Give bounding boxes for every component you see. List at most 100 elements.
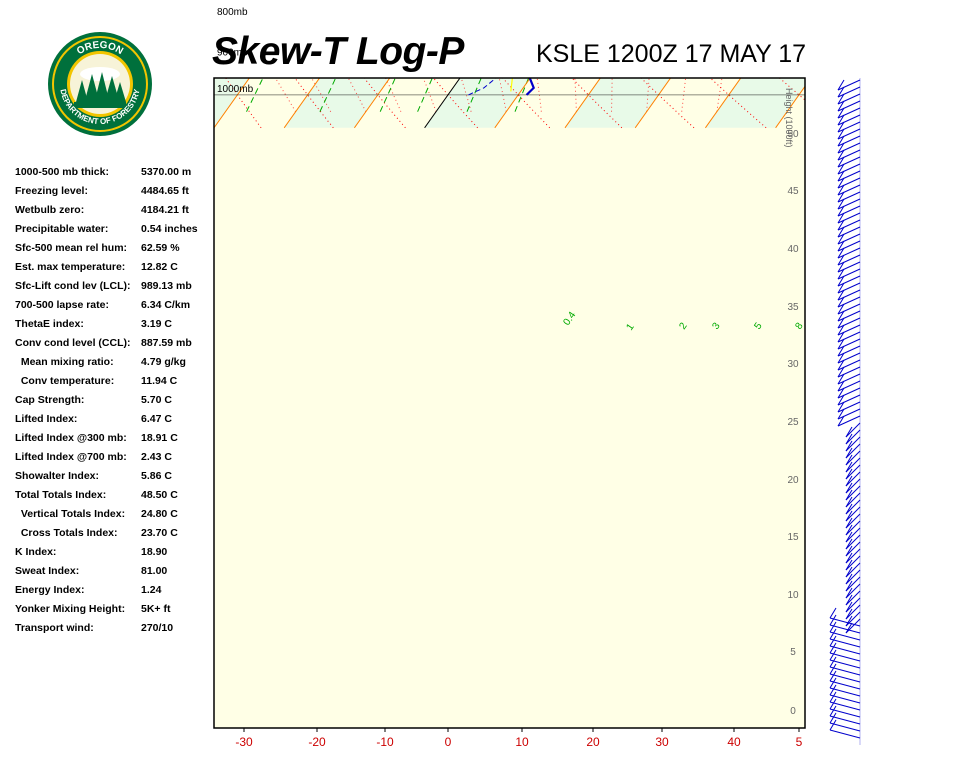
- x-tick-label: 0: [445, 735, 452, 749]
- isotherm-band: [565, 78, 671, 128]
- wind-barb-feather: [845, 601, 853, 613]
- wind-barb-staff: [829, 617, 861, 627]
- wind-barb-staff: [837, 79, 861, 91]
- index-value: 4484.65 ft: [141, 185, 189, 197]
- dry-adiabat: [867, 0, 960, 128]
- wind-barb-feather: [837, 275, 845, 287]
- wind-barb-feather: [829, 628, 837, 640]
- index-row: Energy Index: 1.24: [15, 584, 215, 603]
- wind-barb-feather: [837, 261, 845, 273]
- wind-barb-feather: [837, 247, 845, 259]
- wind-barb-feather: [837, 366, 845, 378]
- wind-barb-feather: [845, 524, 853, 536]
- wind-barb-feather: [837, 289, 845, 301]
- index-row: Lifted Index @300 mb: 18.91 C: [15, 432, 215, 451]
- index-value: 4.79 g/kg: [141, 356, 186, 368]
- wind-barb-feather: [837, 233, 845, 245]
- wind-barb-staff: [845, 520, 861, 536]
- wind-barb-feather: [837, 121, 845, 133]
- index-row: Yonker Mixing Height: 5K+ ft: [15, 603, 215, 622]
- height-tick-label: 15: [787, 532, 799, 543]
- height-tick-label: 10: [787, 590, 799, 601]
- height-tick-label: 25: [787, 417, 799, 428]
- wind-barb-staff: [837, 114, 861, 126]
- wind-barb-feather: [829, 635, 837, 647]
- wind-barb-feather: [837, 310, 845, 322]
- wind-barb-staff: [845, 597, 861, 613]
- index-value: 11.94 C: [141, 375, 178, 387]
- wind-barb-feather: [829, 705, 837, 717]
- wind-barb-feather: [837, 170, 845, 182]
- wind-barb-feather: [837, 142, 845, 154]
- wind-barb-staff: [845, 548, 861, 564]
- x-tick-label: 10: [515, 735, 529, 749]
- wind-barb-feather: [845, 531, 853, 543]
- index-row: Wetbulb zero: 4184.21 ft: [15, 204, 215, 223]
- wind-barb-staff: [837, 212, 861, 224]
- wind-barb-feather: [845, 433, 853, 445]
- index-value: 48.50 C: [141, 489, 178, 501]
- index-label: Conv temperature:: [15, 375, 115, 387]
- wind-barb-staff: [829, 715, 861, 725]
- x-tick-label: 20: [586, 735, 600, 749]
- wind-barb-staff: [829, 694, 861, 704]
- wind-barb-feather: [837, 226, 845, 238]
- index-label: 1000-500 mb thick:: [15, 166, 109, 178]
- wind-barb-staff: [837, 86, 861, 98]
- wind-barb-feather: [845, 461, 853, 473]
- index-value: 4184.21 ft: [141, 204, 189, 216]
- dry-adiabat: [827, 0, 960, 128]
- wind-barb-staff: [837, 338, 861, 350]
- wind-barb-feather: [829, 656, 837, 668]
- index-label: Showalter Index:: [15, 470, 100, 482]
- index-label: Yonker Mixing Height:: [15, 603, 126, 615]
- wind-barb-staff: [837, 401, 861, 413]
- wind-barb-feather: [837, 177, 845, 189]
- wind-barb-staff: [829, 680, 861, 690]
- wind-barb-staff: [837, 156, 861, 168]
- wind-barb-feather: [829, 670, 837, 682]
- wind-barb-staff: [837, 254, 861, 266]
- index-row: Conv temperature: 11.94 C: [15, 375, 215, 394]
- plot-background: [214, 78, 805, 728]
- wind-barb-feather: [845, 573, 853, 585]
- wind-barb-staff: [845, 541, 861, 557]
- wind-barb-staff: [845, 492, 861, 508]
- wind-barb-feather: [837, 254, 845, 266]
- wind-barb-staff: [829, 673, 861, 683]
- index-label: Sfc-500 mean rel hum:: [15, 242, 128, 254]
- isotherm: [0, 0, 228, 128]
- wind-barb-feather: [837, 282, 845, 294]
- wind-barb-feather: [845, 545, 853, 557]
- wind-barb-staff: [845, 555, 861, 571]
- wind-barb-staff: [837, 163, 861, 175]
- wind-barb-staff: [829, 729, 861, 739]
- index-row: Sweat Index: 81.00: [15, 565, 215, 584]
- wind-barb-staff: [837, 100, 861, 112]
- wind-barb-feather: [837, 408, 845, 420]
- wind-barb-staff: [837, 177, 861, 189]
- index-label: Est. max temperature:: [15, 261, 126, 273]
- index-row: 1000-500 mb thick: 5370.00 m: [15, 166, 215, 185]
- wind-barb-staff: [845, 513, 861, 529]
- isotherm-band: [705, 78, 805, 128]
- wind-barb-feather: [845, 615, 853, 627]
- wind-barbs: [829, 78, 861, 745]
- dry-adiabat: [907, 0, 960, 128]
- wind-barb-staff: [829, 708, 861, 718]
- wind-barb-staff: [837, 359, 861, 371]
- wind-barb-feather: [845, 454, 853, 466]
- wind-barb-feather: [829, 677, 837, 689]
- wind-barb-staff: [837, 289, 861, 301]
- wind-barb-staff: [837, 268, 861, 280]
- wind-barb-feather: [829, 719, 837, 731]
- index-row: K Index: 18.90: [15, 546, 215, 565]
- wind-barb-feather: [829, 698, 837, 710]
- index-label: ThetaE index:: [15, 318, 84, 330]
- isotherm: [846, 0, 960, 128]
- wind-barb-feather: [837, 401, 845, 413]
- wind-barb-feather: [837, 303, 845, 315]
- wind-barb-feather: [845, 538, 853, 550]
- index-label: Lifted Index @300 mb:: [15, 432, 127, 444]
- oregon-forestry-logo: OREGON DEPARTMENT OF FORESTRY: [46, 30, 154, 138]
